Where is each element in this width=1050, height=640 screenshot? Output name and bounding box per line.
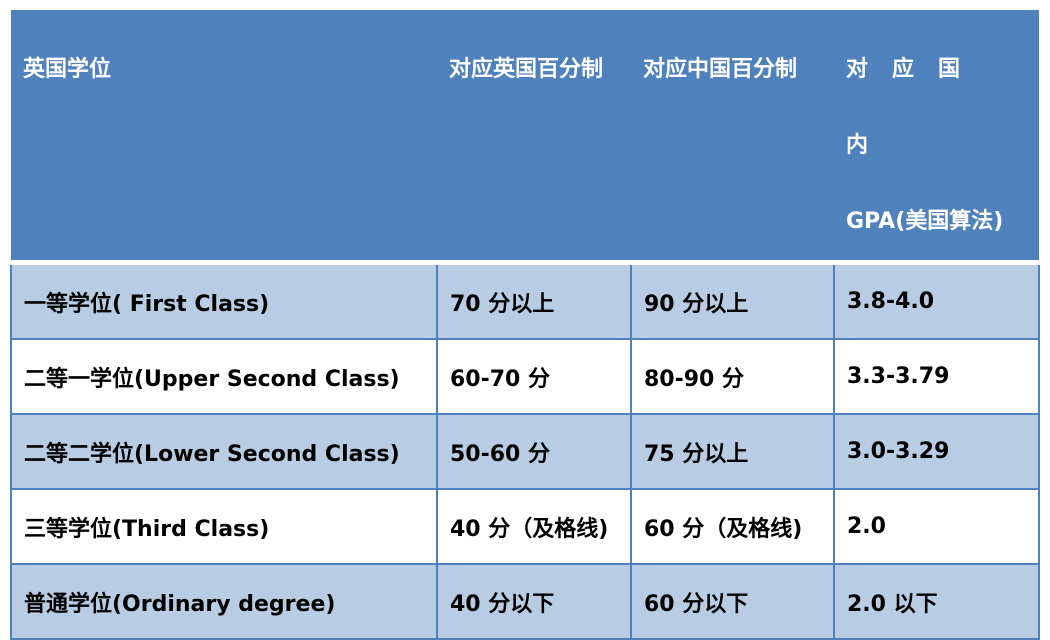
cell-uk-degree: 三等学位(Third Class) <box>10 488 438 565</box>
cell-uk-percent: 60-70 分 <box>436 338 632 415</box>
cell-gpa: 3.8-4.0 <box>833 261 1040 340</box>
table-row: 普通学位(Ordinary degree) 40 分以下 60 分以下 2.0 以下 <box>10 563 1040 640</box>
header-gpa-line2: GPA(美国算法) <box>846 209 1004 234</box>
header-gpa-line1: 对应国内 <box>846 57 985 158</box>
cell-uk-degree: 二等一学位(Upper Second Class) <box>10 338 438 415</box>
degree-comparison-table: 英国学位 对应英国百分制 对应中国百分制 对应国内 GPA(美国算法) 一等学位(… <box>10 10 1040 640</box>
table-row: 二等二学位(Lower Second Class) 50-60 分 75 分以上 3.… <box>10 413 1040 490</box>
cell-cn-percent: 80-90 分 <box>630 338 835 415</box>
cell-gpa: 2.0 <box>833 488 1040 565</box>
cell-cn-percent: 60 分（及格线) <box>630 488 835 565</box>
cell-uk-percent: 70 分以上 <box>436 261 632 340</box>
cell-uk-percent: 40 分（及格线) <box>436 488 632 565</box>
header-uk-degree: 英国学位 <box>11 10 437 265</box>
cell-cn-percent: 60 分以下 <box>630 563 835 640</box>
cell-cn-percent: 75 分以上 <box>630 413 835 490</box>
table-row: 一等学位( First Class) 70 分以上 90 分以上 3.8-4.0 <box>10 261 1040 340</box>
cell-uk-degree: 一等学位( First Class) <box>10 261 438 340</box>
cell-uk-percent: 40 分以下 <box>436 563 632 640</box>
header-row: 英国学位 对应英国百分制 对应中国百分制 对应国内 GPA(美国算法) <box>11 10 1039 265</box>
cell-uk-percent: 50-60 分 <box>436 413 632 490</box>
header-uk-percent: 对应英国百分制 <box>437 10 631 265</box>
cell-uk-degree: 普通学位(Ordinary degree) <box>10 563 438 640</box>
cell-gpa: 3.0-3.29 <box>833 413 1040 490</box>
header-cn-percent: 对应中国百分制 <box>631 10 834 265</box>
table-row: 三等学位(Third Class) 40 分（及格线) 60 分（及格线) 2.0 <box>10 488 1040 565</box>
header-gpa: 对应国内 GPA(美国算法) <box>834 10 1039 265</box>
cell-uk-degree: 二等二学位(Lower Second Class) <box>10 413 438 490</box>
cell-gpa: 3.3-3.79 <box>833 338 1040 415</box>
cell-cn-percent: 90 分以上 <box>630 261 835 340</box>
cell-gpa: 2.0 以下 <box>833 563 1040 640</box>
